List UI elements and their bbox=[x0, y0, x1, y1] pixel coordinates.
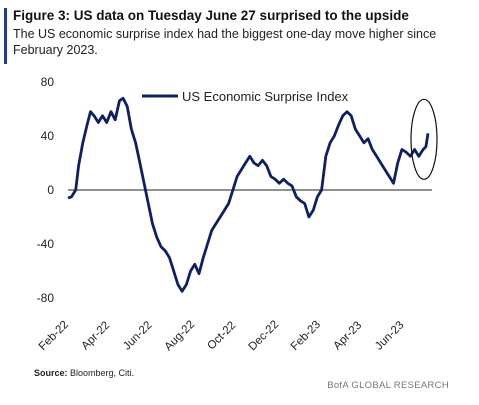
series-layer bbox=[67, 96, 430, 293]
highlight-ellipse bbox=[410, 98, 438, 180]
source-text: Bloomberg, Citi. bbox=[70, 368, 135, 378]
x-tick-label: Jun-22 bbox=[121, 319, 154, 352]
x-tick-label: Oct-22 bbox=[205, 319, 238, 352]
series-line bbox=[67, 96, 430, 293]
y-tick-label: -40 bbox=[37, 237, 55, 251]
y-tick-label: -80 bbox=[37, 291, 55, 305]
figure-title: Figure 3: US data on Tuesday June 27 sur… bbox=[13, 8, 409, 23]
source-note: Source: Bloomberg, Citi. bbox=[34, 368, 134, 378]
legend-label: US Economic Surprise Index bbox=[182, 89, 349, 104]
x-tick-label: Apr-23 bbox=[331, 319, 364, 352]
x-tick-label: Aug-22 bbox=[163, 319, 198, 354]
y-tick-label: 0 bbox=[47, 183, 54, 197]
x-tick-label: Jun-23 bbox=[373, 319, 406, 352]
brand-footer: BofA GLOBAL RESEARCH bbox=[327, 380, 449, 391]
figure-subtitle: The US economic surprise index had the b… bbox=[13, 27, 437, 57]
accent-bar bbox=[4, 8, 7, 64]
x-tick-label: Apr-22 bbox=[79, 319, 112, 352]
x-tick-label: Dec-22 bbox=[247, 319, 282, 354]
y-tick-label: 80 bbox=[41, 75, 55, 89]
source-label: Source: bbox=[34, 368, 68, 378]
x-tick-label: Feb-23 bbox=[289, 319, 323, 353]
y-tick-label: 40 bbox=[41, 129, 55, 143]
legend-layer: US Economic Surprise Index bbox=[142, 89, 349, 104]
x-tick-label: Feb-22 bbox=[37, 319, 71, 353]
annotation-layer bbox=[410, 98, 438, 180]
